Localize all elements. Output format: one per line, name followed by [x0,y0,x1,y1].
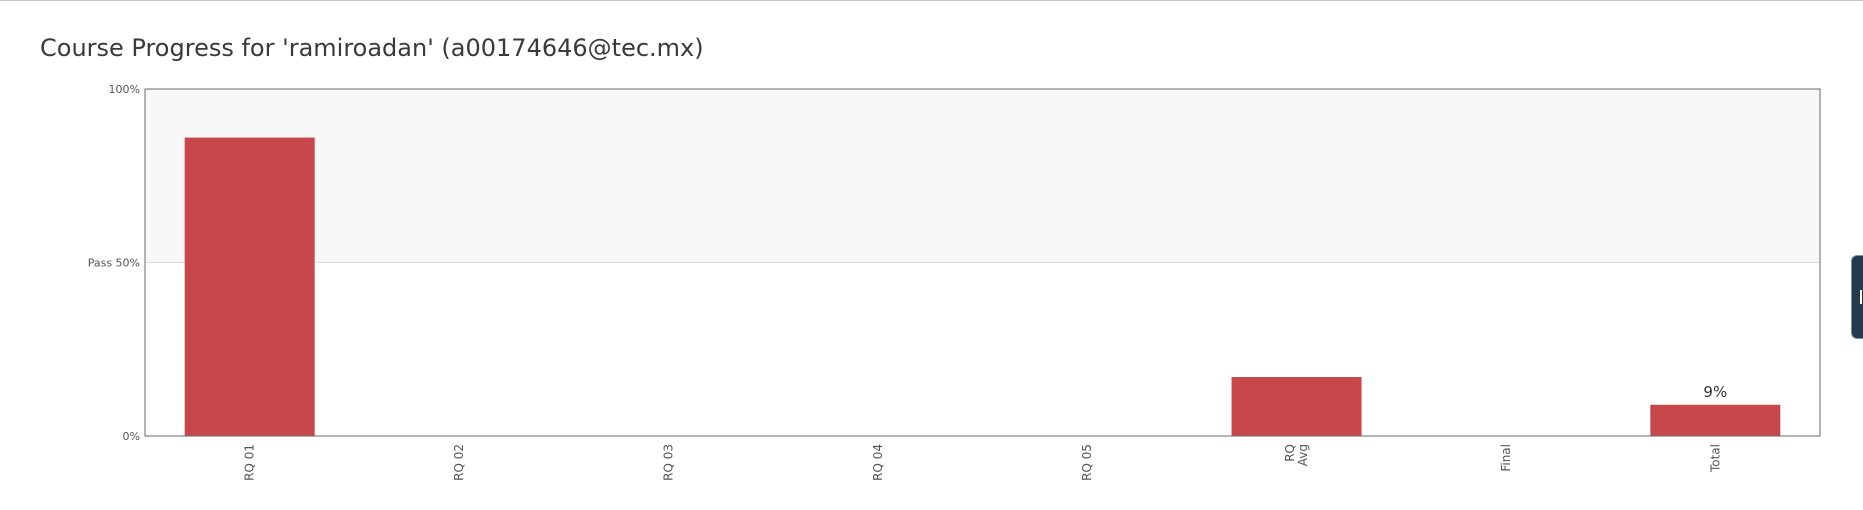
y-tick-label-2: 100% [109,83,140,96]
x-tick-label-5-1: Avg [1296,444,1310,466]
bar-7 [1650,404,1781,436]
y-tick-label-1: Pass 50% [88,257,140,270]
x-tick-label-1: RQ 02 [452,444,466,481]
plot-frame [144,88,1821,437]
side-panel-toggle-icon [1860,290,1862,304]
x-tick-label-4: RQ 05 [1080,444,1094,481]
x-tick-label-0: RQ 01 [243,444,257,481]
x-tick-label-5-0: RQ [1283,444,1297,462]
x-tick-label-3: RQ 04 [871,444,885,481]
page-title: Course Progress for 'ramiroadan' (a00174… [40,34,704,62]
side-panel-tab[interactable] [1851,255,1863,339]
pass-band [145,89,1820,263]
x-tick-label-2: RQ 03 [661,444,675,481]
y-tick-label-0: 0% [123,430,140,443]
x-tick-label-6: Final [1499,444,1513,472]
bar-5 [1231,377,1362,436]
x-tick-label-7: Total [1708,444,1722,473]
bar-0 [184,137,315,436]
data-label-7: 9% [1703,383,1727,401]
top-divider [0,0,1863,1]
